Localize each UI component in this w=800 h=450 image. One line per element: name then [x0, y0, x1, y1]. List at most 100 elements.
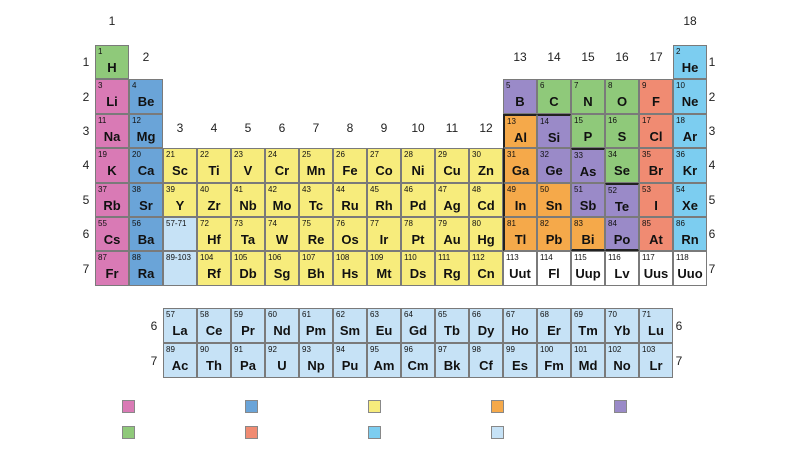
- element-symbol: Gd: [408, 323, 428, 338]
- element-symbol: Ta: [240, 232, 256, 247]
- element-symbol: Te: [614, 198, 630, 214]
- actinide-cell: 103 Lr: [639, 343, 673, 378]
- lanthanide-cell: 60 Nd: [265, 308, 299, 343]
- element-cell: 18 Ar: [673, 113, 707, 149]
- atomic-number: 43: [302, 184, 311, 194]
- lanthanide-cell: 57 La: [163, 308, 197, 343]
- lanthanide-cell: 59 Pr: [231, 308, 265, 343]
- group-label: 12: [479, 121, 493, 135]
- element-cell: 88 Ra: [129, 251, 163, 286]
- element-symbol: Ni: [411, 163, 425, 179]
- element-cell: 23 V: [231, 148, 265, 183]
- atomic-number: 77: [370, 219, 379, 228]
- atomic-number: 78: [404, 219, 413, 228]
- element-symbol: In: [514, 197, 527, 213]
- element-symbol: H: [107, 60, 117, 75]
- lanthanide-cell: 69 Tm: [571, 308, 605, 343]
- element-cell: 53 I: [639, 182, 673, 217]
- element-cell: 76 Os: [333, 217, 367, 252]
- element-cell: 33 As: [571, 148, 605, 183]
- period-label-left: 2: [82, 89, 90, 104]
- atomic-number: 81: [507, 219, 516, 228]
- atomic-number: 101: [574, 345, 588, 354]
- atomic-number: 37: [98, 184, 107, 194]
- period-label-left: 7: [82, 261, 90, 276]
- element-symbol: Mn: [306, 163, 326, 179]
- element-cell: 43 Tc: [299, 182, 333, 217]
- atomic-number: 25: [302, 150, 311, 160]
- element-symbol: Tb: [444, 323, 460, 338]
- atomic-number: 63: [370, 310, 379, 319]
- atomic-number: 52: [608, 185, 617, 195]
- atomic-number: 113: [506, 253, 519, 263]
- atomic-number: 27: [370, 150, 379, 160]
- atomic-number: 114: [540, 253, 553, 263]
- element-symbol: Uuo: [677, 266, 703, 282]
- group-label: 17: [649, 50, 663, 64]
- element-cell: 113 Uut: [503, 251, 537, 286]
- element-cell: 3 Li: [95, 79, 129, 114]
- atomic-number: 19: [98, 150, 107, 160]
- element-cell: 109 Mt: [367, 251, 401, 286]
- group-label: 3: [176, 121, 184, 135]
- atomic-number: 17: [642, 115, 651, 125]
- element-symbol: Bh: [307, 266, 325, 282]
- atomic-number: 39: [166, 184, 175, 194]
- atomic-number: 30: [472, 150, 481, 160]
- element-symbol: Ho: [511, 323, 529, 338]
- fblock-period-label-right: 7: [675, 353, 683, 368]
- atomic-number: 2: [676, 47, 681, 56]
- element-symbol: Si: [547, 129, 561, 145]
- atomic-number: 115: [574, 253, 587, 263]
- period-label-right: 1: [708, 55, 716, 70]
- element-symbol: Li: [106, 94, 118, 110]
- group-label: 15: [581, 50, 595, 64]
- element-symbol: C: [549, 94, 559, 110]
- atomic-number: 16: [608, 115, 617, 125]
- element-symbol: S: [617, 128, 627, 144]
- element-cell: 49 In: [503, 182, 537, 217]
- actinide-cell: 102 No: [605, 343, 639, 378]
- atomic-number: 1: [98, 47, 103, 56]
- element-symbol: Rn: [681, 232, 699, 247]
- group-label: 6: [278, 121, 286, 135]
- atomic-number: 33: [574, 151, 583, 161]
- element-cell: 37 Rb: [95, 182, 129, 217]
- actinide-cell: 95 Am: [367, 343, 401, 378]
- element-symbol: Pm: [305, 323, 327, 338]
- atomic-number: 116: [608, 253, 621, 263]
- element-symbol: Re: [307, 232, 325, 247]
- element-symbol: Cd: [477, 197, 495, 213]
- atomic-number: 31: [507, 150, 516, 160]
- element-cell: 35 Br: [639, 148, 673, 183]
- atomic-number: 91: [234, 345, 243, 354]
- element-cell: 13 Al: [503, 113, 537, 149]
- group-label: 7: [312, 121, 320, 135]
- period-label-right: 4: [708, 158, 716, 173]
- group-label: 9: [380, 121, 388, 135]
- element-cell: 40 Zr: [197, 182, 231, 217]
- atomic-number: 32: [540, 150, 549, 160]
- element-symbol: Be: [137, 94, 155, 110]
- group-label: 13: [513, 50, 527, 64]
- element-cell: 45 Rh: [367, 182, 401, 217]
- element-symbol: Ir: [379, 232, 389, 247]
- atomic-number: 45: [370, 184, 379, 194]
- element-cell: 36 Kr: [673, 148, 707, 183]
- element-symbol: Xe: [682, 197, 698, 213]
- lanthanide-cell: 58 Ce: [197, 308, 231, 343]
- element-symbol: P: [583, 128, 593, 144]
- element-cell: 80 Hg: [469, 217, 503, 252]
- atomic-number: 49: [507, 184, 516, 194]
- atomic-number: 10: [676, 81, 685, 91]
- element-cell: 54 Xe: [673, 182, 707, 217]
- element-symbol: Br: [648, 163, 664, 179]
- element-symbol: B: [515, 94, 525, 110]
- legend-swatch: [614, 400, 627, 413]
- atomic-number: 28: [404, 150, 413, 160]
- element-symbol: Tc: [308, 197, 324, 213]
- element-symbol: Pa: [240, 358, 256, 373]
- element-symbol: Sg: [273, 266, 291, 282]
